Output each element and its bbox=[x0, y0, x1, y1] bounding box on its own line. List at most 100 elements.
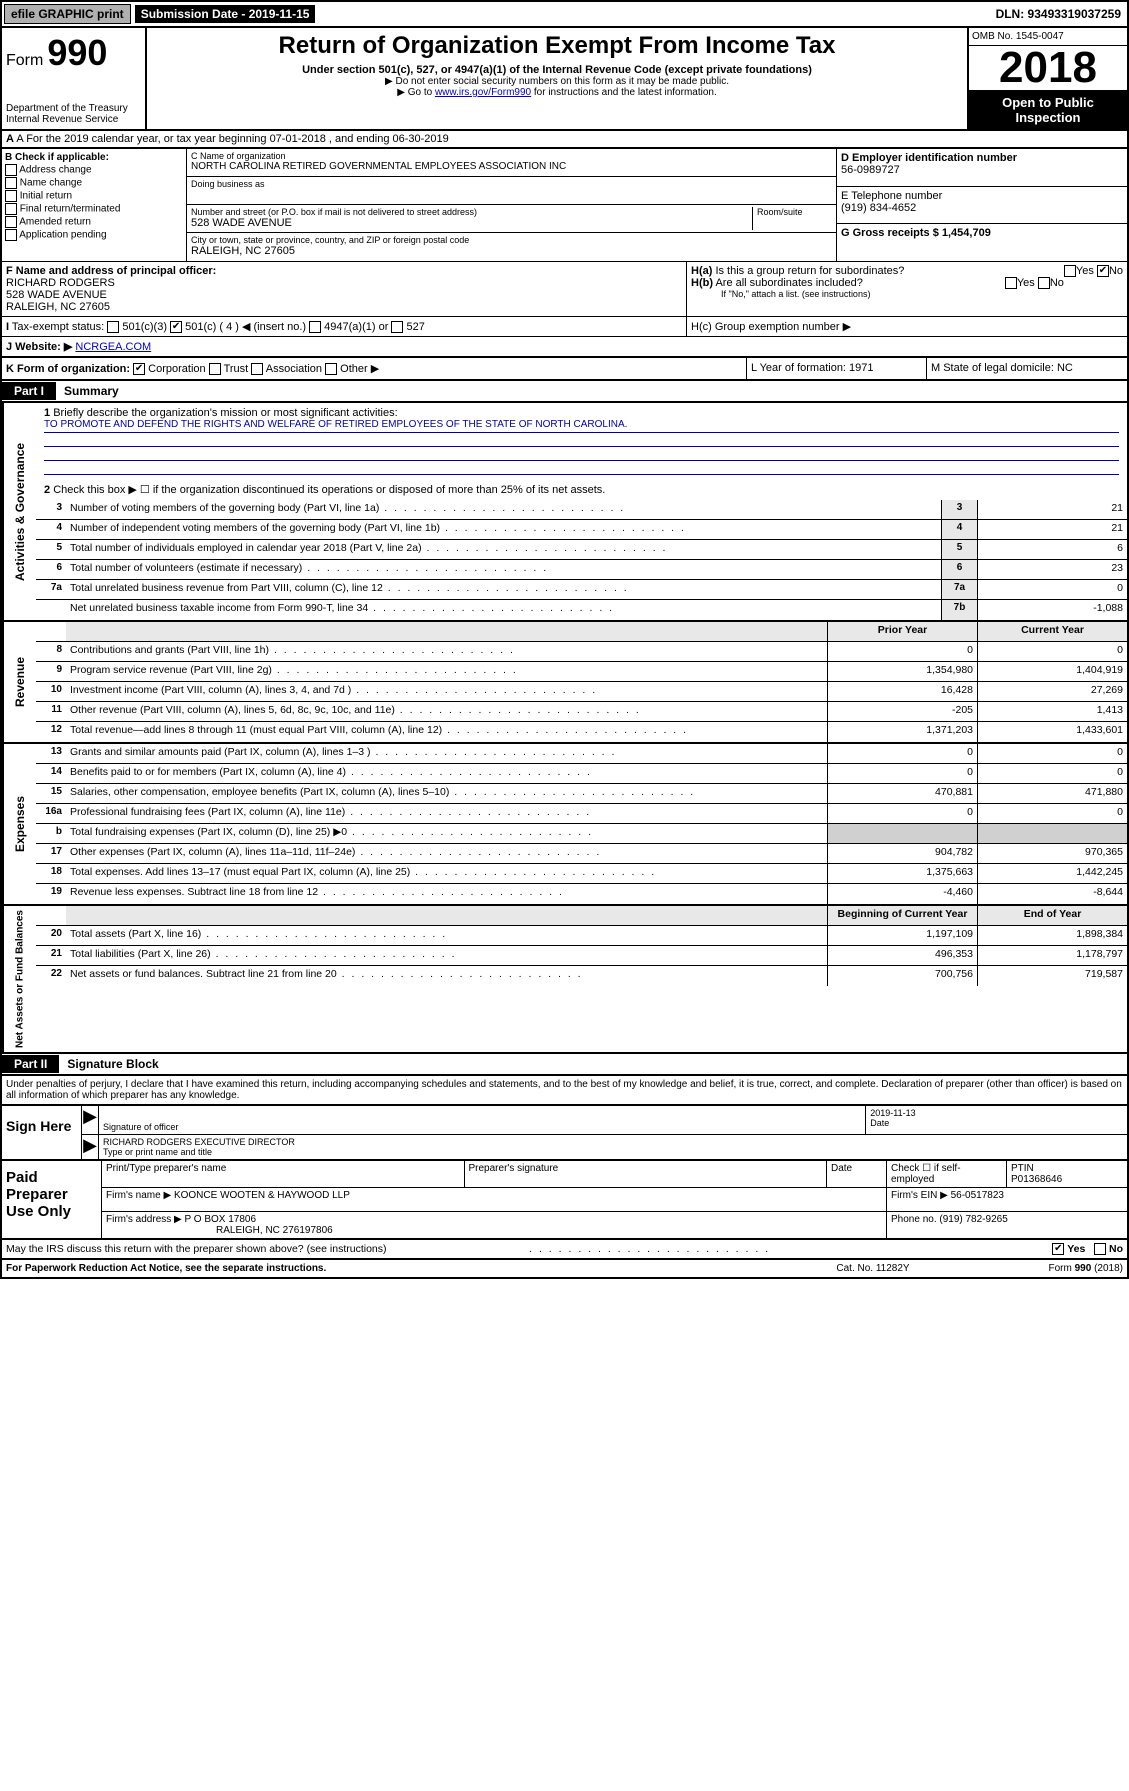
part-2-header: Part II Signature Block bbox=[0, 1054, 1129, 1076]
dba-label: Doing business as bbox=[191, 179, 832, 189]
ein: 56-0989727 bbox=[841, 164, 900, 176]
org-name: NORTH CAROLINA RETIRED GOVERNMENTAL EMPL… bbox=[191, 161, 832, 172]
table-row: 17Other expenses (Part IX, column (A), l… bbox=[36, 844, 1127, 864]
tax-527[interactable]: 527 bbox=[407, 321, 425, 333]
table-row: 14Benefits paid to or for members (Part … bbox=[36, 764, 1127, 784]
subtitle-3: ▶ Go to www.irs.gov/Form990 for instruct… bbox=[153, 87, 961, 98]
may-irs-discuss: May the IRS discuss this return with the… bbox=[0, 1240, 1129, 1260]
officer-label: F Name and address of principal officer: bbox=[6, 265, 216, 277]
subtitle-1: Under section 501(c), 527, or 4947(a)(1)… bbox=[153, 64, 961, 76]
table-row: 7aTotal unrelated business revenue from … bbox=[36, 580, 1127, 600]
row-j: J Website: ▶ NCRGEA.COM bbox=[0, 336, 1129, 358]
h-a: H(a) Is this a group return for subordin… bbox=[691, 265, 1123, 277]
cat-no: Cat. No. 11282Y bbox=[773, 1263, 973, 1274]
check-address-change[interactable]: Address change bbox=[19, 165, 91, 176]
prep-name-label: Print/Type preparer's name bbox=[102, 1161, 465, 1187]
form-trust[interactable]: Trust bbox=[224, 363, 249, 375]
tax-4947[interactable]: 4947(a)(1) or bbox=[324, 321, 388, 333]
q1-label: Briefly describe the organization's miss… bbox=[53, 407, 397, 419]
check-initial-return[interactable]: Initial return bbox=[20, 191, 72, 202]
form-assoc[interactable]: Association bbox=[266, 363, 322, 375]
col-de: D Employer identification number 56-0989… bbox=[837, 149, 1127, 261]
form-number: Form 990 bbox=[6, 32, 141, 74]
ptin: P01368646 bbox=[1011, 1174, 1123, 1185]
q2-label: Check this box ▶ ☐ if the organization d… bbox=[53, 484, 605, 496]
open-public: Open to Public Inspection bbox=[969, 91, 1127, 129]
table-row: 20Total assets (Part X, line 16)1,197,10… bbox=[36, 926, 1127, 946]
form-title: Return of Organization Exempt From Incom… bbox=[153, 32, 961, 60]
side-ag: Activities & Governance bbox=[2, 403, 36, 620]
table-row: 5Total number of individuals employed in… bbox=[36, 540, 1127, 560]
entity-section: B Check if applicable: Address change Na… bbox=[0, 149, 1129, 261]
col-c-name-address: C Name of organization NORTH CAROLINA RE… bbox=[187, 149, 837, 261]
tax-year: 2018 bbox=[969, 46, 1127, 91]
street: 528 WADE AVENUE bbox=[191, 217, 752, 229]
firm-name-label: Firm's name ▶ bbox=[106, 1190, 171, 1201]
table-row: 16aProfessional fundraising fees (Part I… bbox=[36, 804, 1127, 824]
ein-label: D Employer identification number bbox=[841, 152, 1017, 164]
sig-date: 2019-11-13 bbox=[870, 1108, 1123, 1118]
form-other[interactable]: Other ▶ bbox=[340, 363, 379, 375]
table-row: 19Revenue less expenses. Subtract line 1… bbox=[36, 884, 1127, 904]
form-label: Form bbox=[6, 52, 43, 70]
firm-addr: P O BOX 17806 bbox=[185, 1214, 257, 1225]
city-label: City or town, state or province, country… bbox=[191, 235, 832, 245]
paid-preparer-section: Paid Preparer Use Only Print/Type prepar… bbox=[0, 1161, 1129, 1240]
side-na: Net Assets or Fund Balances bbox=[2, 906, 36, 1052]
hb-note: If "No," attach a list. (see instruction… bbox=[691, 289, 1123, 299]
row-a-tax-year: A A For the 2019 calendar year, or tax y… bbox=[0, 131, 1129, 149]
efile-button[interactable]: efile GRAPHIC print bbox=[4, 4, 131, 24]
table-row: 9Program service revenue (Part VIII, lin… bbox=[36, 662, 1127, 682]
gross-receipts: G Gross receipts $ 1,454,709 bbox=[841, 227, 991, 239]
top-bar: efile GRAPHIC print Submission Date - 20… bbox=[0, 0, 1129, 28]
table-row: 8Contributions and grants (Part VIII, li… bbox=[36, 642, 1127, 662]
row-f-h: F Name and address of principal officer:… bbox=[0, 261, 1129, 316]
side-rev: Revenue bbox=[2, 622, 36, 742]
submission-date-label: Submission Date - 2019-11-15 bbox=[135, 5, 316, 23]
col-b-checkboxes: B Check if applicable: Address change Na… bbox=[2, 149, 187, 261]
mission-text: TO PROMOTE AND DEFEND THE RIGHTS AND WEL… bbox=[44, 419, 1119, 433]
table-row: 11Other revenue (Part VIII, column (A), … bbox=[36, 702, 1127, 722]
firm-ein: Firm's EIN ▶ 56-0517823 bbox=[887, 1188, 1127, 1211]
city: RALEIGH, NC 27605 bbox=[191, 245, 832, 257]
tax-501c3[interactable]: 501(c)(3) bbox=[122, 321, 167, 333]
side-exp: Expenses bbox=[2, 744, 36, 904]
part-1-header: Part I Summary bbox=[0, 381, 1129, 403]
officer-city: RALEIGH, NC 27605 bbox=[6, 301, 110, 313]
pra-notice: For Paperwork Reduction Act Notice, see … bbox=[6, 1263, 773, 1274]
h-c: H(c) Group exemption number ▶ bbox=[687, 317, 1127, 336]
website-link[interactable]: NCRGEA.COM bbox=[75, 341, 151, 353]
room-label: Room/suite bbox=[757, 207, 832, 217]
phone: (919) 834-4652 bbox=[841, 202, 916, 214]
prep-sig-label: Preparer's signature bbox=[465, 1161, 828, 1187]
table-row: 15Salaries, other compensation, employee… bbox=[36, 784, 1127, 804]
revenue-section: Revenue Prior Year Current Year 8Contrib… bbox=[0, 622, 1129, 744]
year-formation: L Year of formation: 1971 bbox=[747, 358, 927, 379]
prep-date-label: Date bbox=[827, 1161, 887, 1187]
activities-governance: Activities & Governance 1 Briefly descri… bbox=[0, 403, 1129, 622]
sign-here-section: Sign Here ▶ Signature of officer 2019-11… bbox=[0, 1106, 1129, 1161]
check-name-change[interactable]: Name change bbox=[20, 178, 82, 189]
form-header: Form 990 Department of the Treasury Inte… bbox=[0, 28, 1129, 131]
form-corp[interactable]: Corporation bbox=[148, 363, 205, 375]
form-990: 990 bbox=[47, 32, 107, 74]
street-label: Number and street (or P.O. box if mail i… bbox=[191, 207, 752, 217]
sig-name-label: Type or print name and title bbox=[103, 1147, 1123, 1157]
tax-501c[interactable]: 501(c) ( 4 ) ◀ (insert no.) bbox=[185, 321, 306, 333]
table-row: 12Total revenue—add lines 8 through 11 (… bbox=[36, 722, 1127, 742]
hdr-beg: Beginning of Current Year bbox=[827, 906, 977, 925]
sig-name: RICHARD RODGERS EXECUTIVE DIRECTOR bbox=[103, 1137, 1123, 1147]
firm-city: RALEIGH, NC 276197806 bbox=[106, 1225, 333, 1236]
dept-treasury: Department of the Treasury bbox=[6, 103, 141, 114]
officer-street: 528 WADE AVENUE bbox=[6, 289, 107, 301]
sign-here-label: Sign Here bbox=[2, 1106, 82, 1159]
irs-label: Internal Revenue Service bbox=[6, 114, 141, 125]
firm-addr-label: Firm's address ▶ bbox=[106, 1214, 182, 1225]
table-row: 18Total expenses. Add lines 13–17 (must … bbox=[36, 864, 1127, 884]
table-row: 22Net assets or fund balances. Subtract … bbox=[36, 966, 1127, 986]
firm-phone: Phone no. (919) 782-9265 bbox=[887, 1212, 1127, 1238]
check-amended[interactable]: Amended return bbox=[19, 217, 91, 228]
check-final-return[interactable]: Final return/terminated bbox=[20, 204, 121, 215]
check-application-pending[interactable]: Application pending bbox=[19, 230, 106, 241]
irs-link[interactable]: www.irs.gov/Form990 bbox=[435, 87, 531, 98]
